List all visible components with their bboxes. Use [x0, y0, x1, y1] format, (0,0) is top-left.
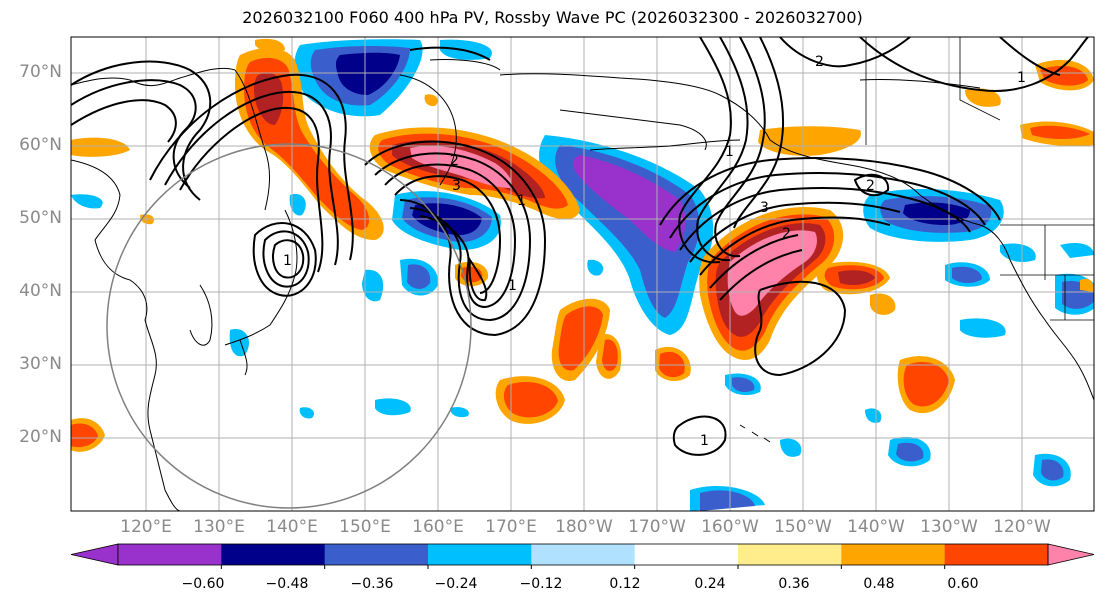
contour-label: 2 [782, 226, 791, 242]
colorbar-segment [428, 544, 532, 565]
colorbar-segment [118, 544, 222, 565]
lat-label: 40°N [19, 281, 62, 301]
lon-label: 160°W [701, 517, 759, 537]
colorbar-tick-label: 0.60 [947, 576, 979, 592]
colorbar-tick-label: 0.24 [694, 576, 726, 592]
colorbar-outline [117, 543, 1049, 566]
lat-label: 70°N [19, 62, 62, 82]
colorbar-extend-high [1047, 543, 1095, 566]
contour-label: 1 [283, 253, 292, 269]
contour-label: 1 [700, 433, 709, 449]
contour-label: 2 [866, 178, 875, 194]
plot-frame [70, 36, 1095, 512]
colorbar-segment [738, 544, 842, 565]
lat-label: 60°N [19, 135, 62, 155]
colorbar-tick-label: 0.48 [863, 576, 895, 592]
coastlines [71, 59, 1094, 511]
lon-label: 150°W [774, 517, 832, 537]
contour-label: 1 [725, 144, 734, 160]
plot-area [71, 37, 1094, 511]
lon-label: 120°E [120, 517, 172, 537]
radius-circle [106, 143, 472, 509]
lat-label: 50°N [19, 208, 62, 228]
colorbar-tick-label: 0.36 [778, 576, 810, 592]
colorbar-tick-label: −0.12 [519, 576, 563, 592]
positive-anomaly-fields [71, 38, 1094, 452]
contour-label: 1 [508, 278, 517, 294]
colorbar-tick-label: −0.24 [434, 576, 478, 592]
political-borders [865, 37, 1094, 321]
colorbar [70, 543, 1095, 569]
colorbar-tick-label: −0.36 [350, 576, 394, 592]
colorbar-segment [324, 544, 429, 565]
contour-label: 3 [452, 178, 461, 194]
colorbar-segment [841, 544, 946, 565]
colorbar-tick-label: −0.48 [265, 576, 309, 592]
lon-label: 180°W [555, 517, 613, 537]
lon-label: 140°W [847, 517, 905, 537]
colorbar-segment [221, 544, 326, 565]
lon-label: 140°E [266, 517, 318, 537]
lat-label: 30°N [19, 354, 62, 374]
lon-label: 130°W [920, 517, 978, 537]
lon-label: 150°E [339, 517, 391, 537]
colorbar-tick-label: 0.12 [609, 576, 641, 592]
lat-label: 20°N [19, 427, 62, 447]
contour-labels: 2 1 1 2 2 3 1 1 3 2 1 1 [283, 54, 1026, 449]
contour-label: 2 [450, 153, 459, 169]
lon-label: 130°E [193, 517, 245, 537]
lon-label: 170°W [628, 517, 686, 537]
lon-label: 120°W [993, 517, 1051, 537]
colorbar-extend-low [70, 543, 119, 566]
colorbar-segment [944, 544, 1049, 565]
contour-label: 2 [815, 54, 824, 70]
lon-label: 170°E [485, 517, 537, 537]
colorbar-segment [634, 544, 739, 565]
colorbar-tick-label: −0.60 [181, 576, 225, 592]
contour-label: 1 [517, 193, 526, 209]
map-title: 2026032100 F060 400 hPa PV, Rossby Wave … [242, 8, 863, 27]
contour-label: 3 [760, 200, 769, 216]
colorbar-segment [531, 544, 636, 565]
pv-contours [71, 37, 1089, 456]
contour-label: 1 [1017, 70, 1026, 86]
lon-label: 160°E [412, 517, 464, 537]
